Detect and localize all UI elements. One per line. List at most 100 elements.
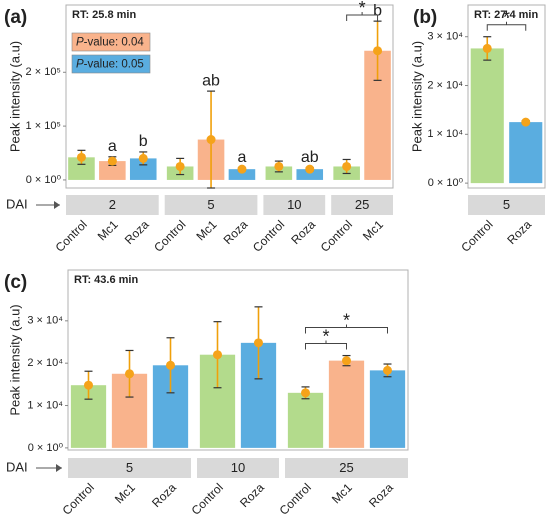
x-tick-label: Roza [149,480,179,510]
x-tick-label: Mc1 [112,480,138,506]
facet-strip [285,458,408,478]
y-axis-label: Peak intensity (a.u) [7,304,22,415]
x-tick-label: Roza [366,480,396,510]
significance-letter: a [237,149,246,166]
annotation: P-value: 0.04 [76,37,144,49]
mean-point [237,164,247,174]
mean-point [107,156,117,166]
significance-bracket [305,340,347,350]
bar [287,392,324,448]
facet-label: 10 [231,460,245,475]
x-tick-label: Mc1 [193,217,219,243]
significance-letter: b [373,2,382,19]
x-tick-label: Control [151,217,188,254]
subtitle: RT: 43.6 min [74,274,138,286]
x-tick-label: Mc1 [360,217,386,243]
mean-point [274,161,284,171]
panel-label: (c) [4,272,27,293]
bar [68,157,95,180]
y-tick-label: 2 × 10⁵ [26,66,61,78]
mean-point [125,369,134,379]
y-tick-label: 1 × 10⁴ [27,399,63,411]
facet-strip [66,195,159,215]
bar [328,360,365,448]
significance-star: * [503,7,510,27]
mean-point [84,380,93,390]
plot-frame [67,269,409,451]
significance-star: * [322,326,329,346]
annotation-italic: P [76,59,84,71]
significance-letter: a [108,138,117,155]
x-tick-label: Roza [288,217,318,247]
mean-point [305,164,315,174]
mean-point [213,350,222,360]
mean-point [482,43,492,53]
facet-label: 5 [207,197,214,212]
panel-label: (b) [413,7,437,28]
facet-label: 5 [503,197,510,212]
x-tick-label: Roza [504,217,534,247]
significance-letter: ab [301,149,319,166]
y-axis-label: Peak intensity (a.u) [7,41,22,152]
facet-strip [468,195,545,215]
significance-star: * [343,310,350,330]
annotation-text: -value: 0.04 [84,37,145,49]
facet-axis-label: DAI [6,196,28,211]
subtitle: RT: 27.4 min [474,9,538,21]
mean-point [138,153,148,163]
facet-arrow-head [56,464,62,472]
bar [228,169,256,180]
subtitle: RT: 25.8 min [72,9,136,21]
mean-point [206,135,216,145]
bar [470,48,504,184]
facet-strip [197,458,279,478]
facet-label: 25 [355,197,369,212]
x-tick-label: Control [60,480,97,517]
x-tick-label: Control [318,217,355,254]
significance-star: * [359,0,366,18]
bar [129,158,157,180]
annotation: P-value: 0.05 [76,59,144,71]
y-tick-label: 0 × 10⁰ [428,177,464,189]
y-tick-label: 0 × 10⁰ [28,442,64,454]
facet-label: 25 [339,460,353,475]
x-tick-label: Control [53,217,90,254]
plot-frame [65,4,394,189]
y-tick-label: 1 × 10⁵ [26,120,61,132]
x-tick-label: Roza [237,480,267,510]
x-tick-label: Control [250,217,287,254]
facet-label: 5 [126,460,133,475]
facet-strip [68,458,191,478]
mean-point [342,356,351,366]
panel-label: (a) [4,7,27,28]
facet-strip [263,195,326,215]
facet-strip [331,195,393,215]
mean-point [301,388,310,398]
annotation-text: -value: 0.05 [84,59,144,71]
significance-bracket [486,21,527,31]
mean-point [383,365,392,375]
significance-letter: ab [202,72,220,89]
bar [509,122,543,184]
mean-point [166,360,175,370]
annotation-italic: P [76,37,84,49]
significance-bracket [305,324,388,334]
y-tick-label: 3 × 10⁴ [27,315,63,327]
facet-label: 10 [287,197,301,212]
y-tick-label: 1 × 10⁴ [427,128,463,140]
mean-point [175,161,185,171]
bar [296,169,324,180]
bar [99,161,126,180]
x-tick-label: Roza [221,217,251,247]
annotation-box [71,54,151,74]
x-tick-label: Mc1 [95,217,121,243]
mean-point [373,46,383,56]
x-tick-label: Control [277,480,314,517]
facet-axis-label: DAI [6,459,28,474]
y-tick-label: 2 × 10⁴ [27,357,63,369]
x-tick-label: Mc1 [329,480,355,506]
mean-point [342,161,352,171]
bar [265,166,293,180]
bar [369,370,406,448]
